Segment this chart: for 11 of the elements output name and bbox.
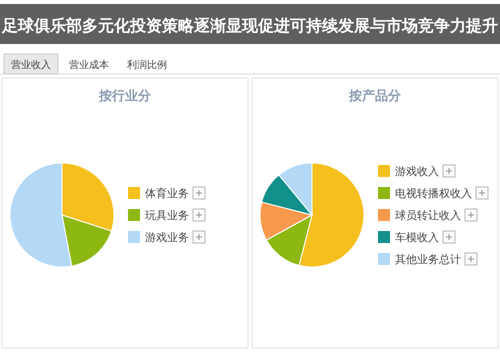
- header: 足球俱乐部多元化投资策略逐渐显现促进可持续发展与市场竞争力提升 营业收入 营业成本 利润比例: [0, 4, 500, 74]
- legend-label: 游戏业务: [145, 231, 189, 244]
- legend-label: 玩具业务: [145, 209, 189, 222]
- chart-title: 按产品分: [348, 88, 402, 104]
- legend-label: 车模收入: [395, 231, 439, 244]
- chart-title: 按行业分: [98, 88, 152, 104]
- legend-label: 体育业务: [145, 187, 189, 200]
- legend-label: 游戏收入: [395, 165, 439, 178]
- legend-label: 其他业务总计: [395, 253, 461, 266]
- legend-label: 球员转让收入: [395, 209, 461, 222]
- legend-label: 电视转播权收入: [395, 187, 472, 200]
